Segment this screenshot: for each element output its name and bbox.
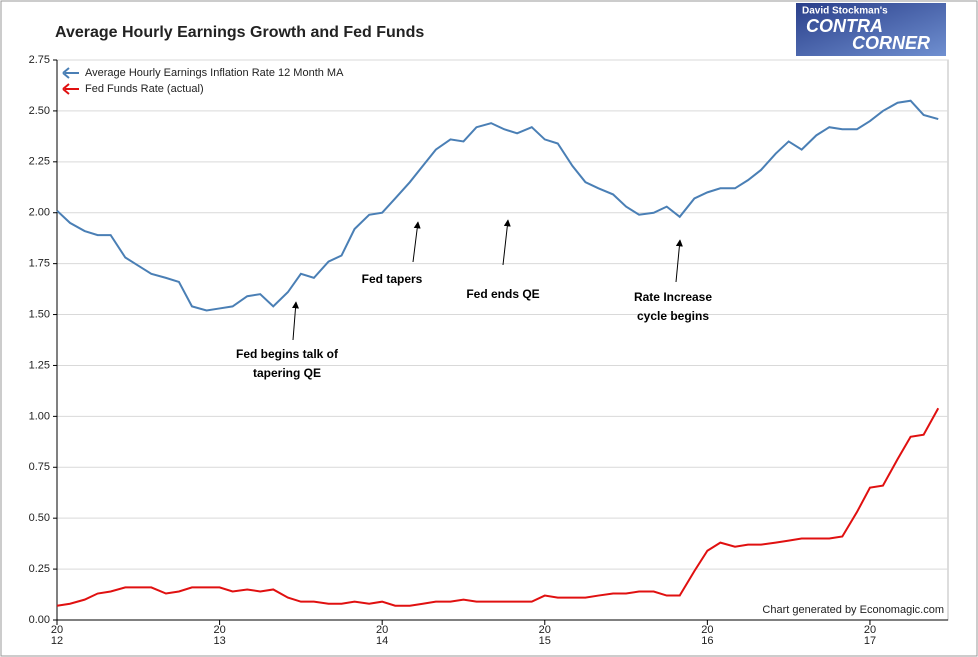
annotation: Fed ends QE [466, 287, 539, 301]
chart-title: Average Hourly Earnings Growth and Fed F… [55, 24, 424, 41]
annotation: Fed tapers [362, 272, 423, 286]
logo: David Stockman's CONTRA CORNER [796, 3, 946, 56]
legend-label: Average Hourly Earnings Inflation Rate 1… [85, 67, 344, 79]
annotation: cycle begins [637, 309, 709, 323]
x-tick-label: 17 [864, 635, 876, 647]
series-line [56, 407, 940, 607]
y-tick-label: 0.50 [29, 512, 50, 524]
x-tick-label: 13 [213, 635, 225, 647]
annotation: Fed begins talk of [236, 347, 339, 361]
logo-text: CORNER [852, 33, 930, 53]
x-tick-label: 12 [51, 635, 63, 647]
annotation-arrow [502, 219, 511, 266]
legend-arrow [62, 83, 70, 95]
logo-text: David Stockman's [802, 6, 888, 17]
logo-text: CONTRA [806, 16, 883, 36]
series-line [56, 99, 939, 312]
y-tick-label: 2.50 [29, 105, 50, 117]
y-tick-label: 1.25 [29, 359, 50, 371]
x-tick-label: 15 [539, 635, 551, 647]
y-tick-label: 0.75 [29, 461, 50, 473]
annotation: Rate Increase [634, 290, 712, 304]
annotation-arrow [412, 221, 421, 263]
annotation: tapering QE [253, 366, 321, 380]
y-tick-label: 1.00 [29, 410, 50, 422]
x-tick-label: 20 [539, 624, 551, 636]
y-tick-label: 2.25 [29, 156, 50, 168]
logo-box [796, 3, 946, 56]
annotation-arrow [675, 239, 683, 283]
x-tick-label: 14 [376, 635, 388, 647]
y-tick-label: 2.00 [29, 207, 50, 219]
legend-arrow [62, 67, 70, 79]
x-tick-label: 20 [701, 624, 713, 636]
y-tick-label: 1.50 [29, 308, 50, 320]
y-tick-label: 0.25 [29, 563, 50, 575]
x-tick-label: 20 [51, 624, 63, 636]
y-tick-label: 2.75 [29, 54, 50, 66]
x-tick-label: 20 [864, 624, 876, 636]
annotation-arrow [292, 301, 299, 341]
y-tick-label: 1.75 [29, 258, 50, 270]
legend-label: Fed Funds Rate (actual) [85, 83, 204, 95]
footer: Chart generated by Economagic.com [762, 604, 944, 616]
x-tick-label: 20 [213, 624, 225, 636]
x-tick-label: 20 [376, 624, 388, 636]
y-tick-label: 0.00 [29, 614, 50, 626]
x-tick-label: 16 [701, 635, 713, 647]
